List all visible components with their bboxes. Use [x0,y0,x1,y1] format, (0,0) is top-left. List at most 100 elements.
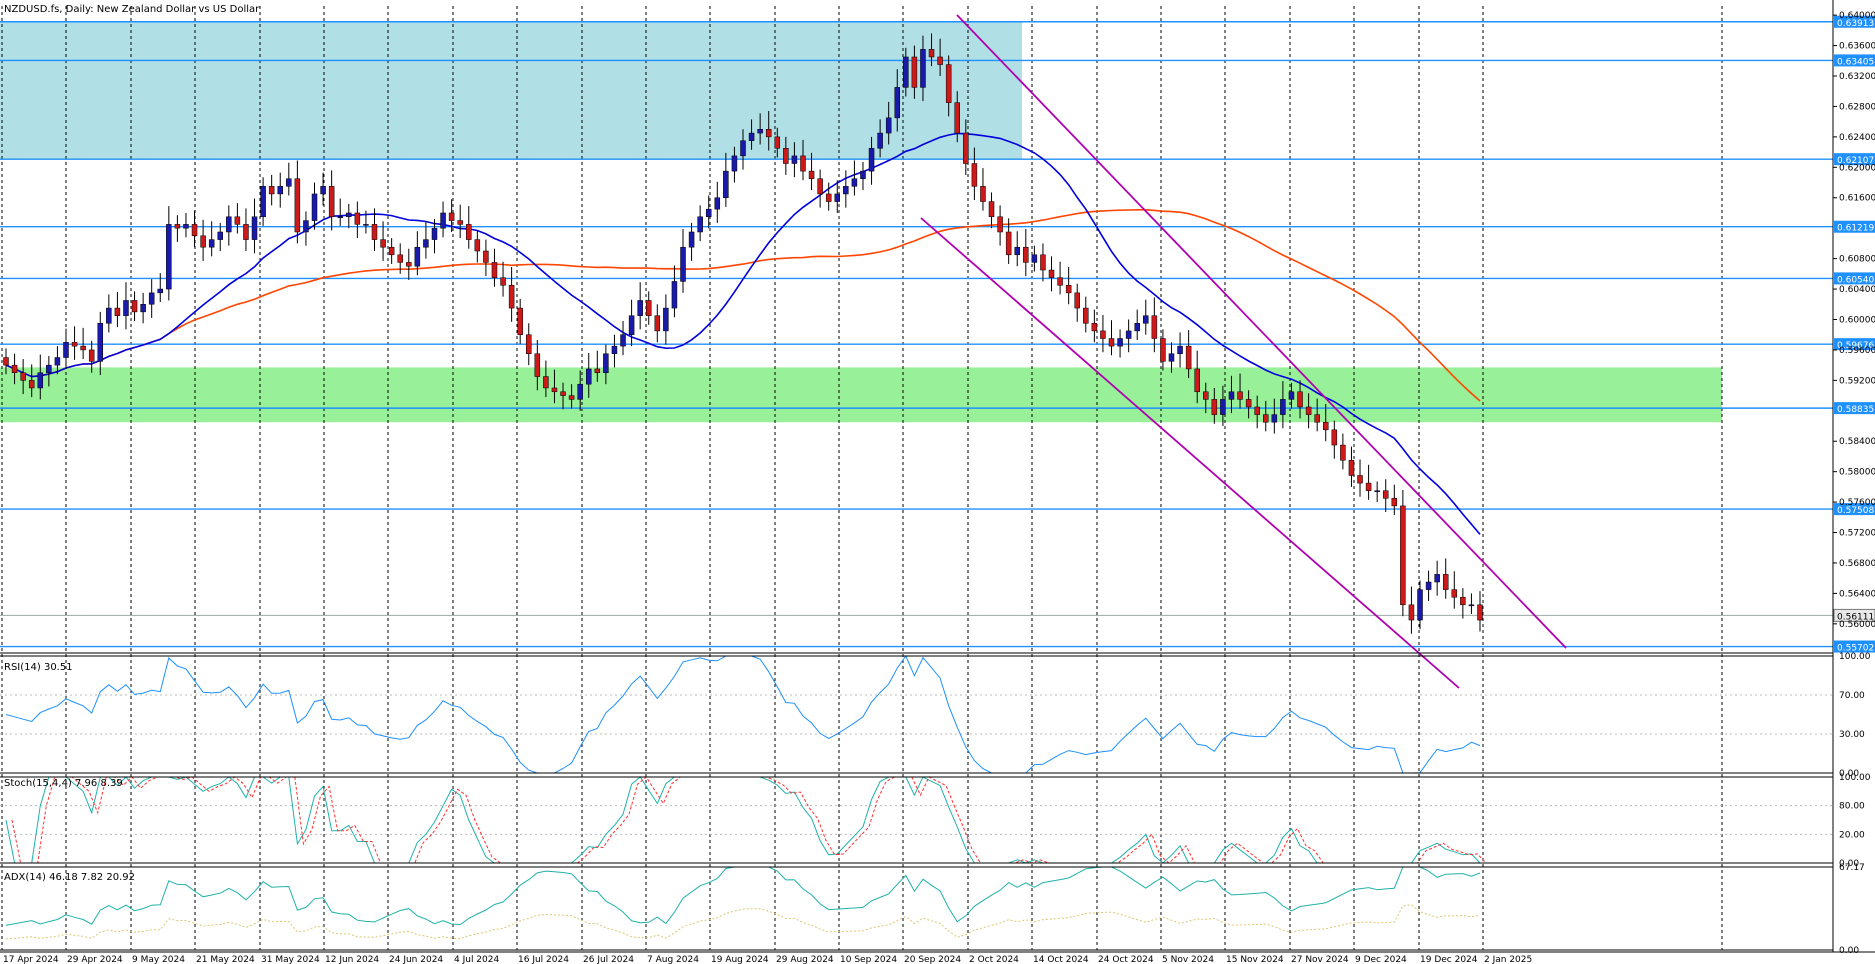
candle-body [1134,323,1140,332]
candle-body [311,193,318,221]
candle-body [1040,254,1046,271]
candle-body [1100,330,1106,339]
date-tick-label: 14 Oct 2024 [1033,955,1089,964]
level-price-label: 0.62107 [1837,156,1874,166]
candle-body [388,246,395,256]
candle-body [714,197,721,210]
candle-body [1254,406,1260,415]
candle-body [1348,460,1355,476]
candle-body [208,239,215,248]
candle-body [71,342,78,347]
level-price-label: 0.59676 [1837,341,1874,351]
candle-body [654,315,661,332]
candle-body [114,307,121,316]
candle-body [765,129,772,138]
candle-body [663,307,669,332]
candle-body [97,323,104,362]
candle-body [1477,604,1483,621]
candle-body [611,345,618,354]
trend-channel[interactable] [920,14,1567,689]
level-price-tag [1834,15,1875,28]
price-tick-label: 0.64000 [1839,11,1875,21]
candle-body [1014,246,1020,256]
candle-body [226,216,232,233]
candle-body [705,208,712,218]
candle-body [628,315,635,335]
candle-body [123,300,129,316]
candle-body [783,148,789,164]
horizontal-levels[interactable]: 0.63913 0.63405 0.62107 0.61219 0.60540 0.596… [0,15,1875,654]
current-price-label: 0.56111 [1837,612,1874,622]
candle-body [166,224,172,290]
candle-body [526,334,532,354]
level-price-label: 0.61219 [1837,224,1874,234]
candle-body [294,178,301,233]
price-tick-label: 0.56400 [1839,589,1875,599]
candle-body [1125,330,1132,339]
candle-body [1194,368,1200,393]
candle-body [560,391,566,396]
price-tick-label: 0.62800 [1839,102,1875,112]
candle-body [585,368,592,385]
candle-body [1057,277,1063,286]
date-tick-label: 19 Aug 2024 [711,955,769,964]
candle-body [20,372,26,381]
time-axis[interactable]: 17 Apr 2024 29 Apr 2024 9 May 2024 21 May 2… [3,955,1532,964]
date-tick-label: 17 Apr 2024 [3,955,59,964]
price-tick-label: 0.59600 [1839,346,1875,356]
price-tick-label: 0.62000 [1839,163,1875,173]
candle-body [337,216,343,219]
candle-body [1108,338,1115,347]
date-tick-label: 16 Jul 2024 [518,955,569,964]
candle-body [800,155,806,172]
candle-body [894,87,901,119]
level-price-tag [1834,54,1875,67]
candle-body [406,262,412,267]
rsi-header: RSI(14) 30.51 [4,662,73,673]
candle-body [1425,581,1432,590]
adx-header: ADX(14) 46.18 7.82 20.92 [4,872,135,883]
candle-body [440,212,446,229]
candle-body [148,292,155,305]
candle-body [954,102,960,134]
candle-body [868,148,875,172]
price-tick-label: 0.57200 [1839,529,1875,539]
candle-body [731,155,738,172]
candle-body [431,227,438,240]
candle-body [997,216,1003,233]
candle-body [157,288,164,294]
price-tick-label: 0.60800 [1839,255,1875,265]
candle-body [1220,399,1226,415]
current-price-tag [1833,608,1875,622]
candle-body [1228,391,1235,400]
candle-body [671,281,678,309]
price-tick-label: 0.56800 [1839,559,1875,569]
candle-body [543,376,549,389]
date-tick-label: 2 Jan 2025 [1484,955,1532,964]
candle-body [1211,399,1218,415]
candle-body [843,186,849,195]
candle-body [1065,284,1072,294]
date-tick-label: 19 Dec 2024 [1420,955,1478,964]
candle-body [817,178,823,195]
candle-body [448,212,455,221]
price-tick-label: 0.59200 [1839,376,1875,386]
candle-body [920,49,926,88]
date-tick-label: 7 Aug 2024 [647,955,699,964]
candle-body [483,250,489,263]
level-price-label: 0.63405 [1837,57,1874,67]
candle-body [457,220,463,225]
candle-body [963,132,969,164]
candle-body [397,254,403,263]
candle-body [1400,505,1406,606]
candle-body [1245,399,1252,408]
candle-body [680,246,686,282]
indicator-level-label: 0.00 [1839,769,1859,779]
candle-body [980,186,986,202]
date-tick-label: 12 Jun 2024 [325,955,379,964]
channel-upper-line [956,14,1567,649]
candle-body [577,383,583,400]
candle-body [1357,475,1363,484]
